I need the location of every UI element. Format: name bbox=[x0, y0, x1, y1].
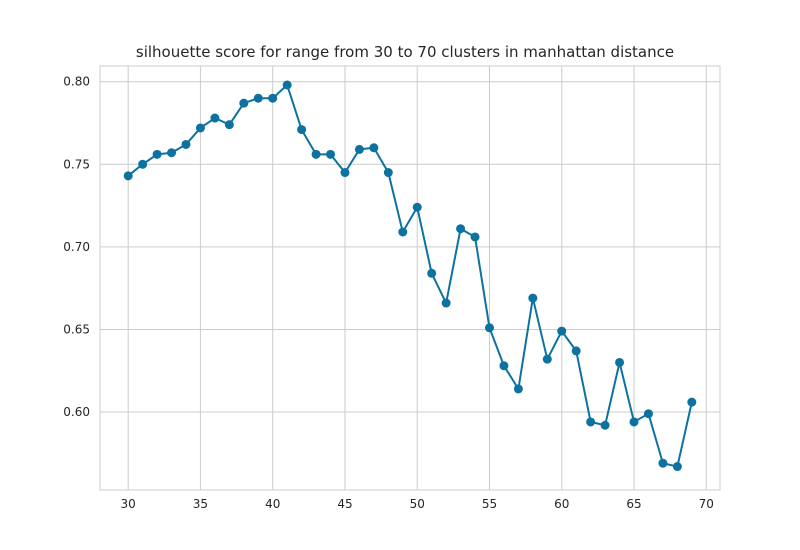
chart-title: silhouette score for range from 30 to 70… bbox=[136, 43, 674, 61]
data-point bbox=[210, 113, 220, 123]
data-point bbox=[441, 298, 451, 308]
data-point bbox=[253, 93, 263, 103]
data-point bbox=[586, 417, 596, 427]
data-point bbox=[615, 357, 625, 367]
data-point bbox=[528, 293, 538, 303]
y-tick-label: 0.60 bbox=[63, 405, 90, 419]
data-point bbox=[557, 326, 567, 336]
grid-lines bbox=[100, 66, 720, 490]
x-tick-label: 30 bbox=[121, 497, 136, 511]
data-point bbox=[297, 125, 307, 135]
y-tick-label: 0.75 bbox=[63, 157, 90, 171]
y-tick-label: 0.65 bbox=[63, 322, 90, 336]
y-axis-ticks: 0.60 0.65 0.70 0.75 0.80 bbox=[63, 75, 90, 419]
data-point bbox=[340, 168, 350, 178]
y-tick-label: 0.70 bbox=[63, 240, 90, 254]
data-point bbox=[369, 143, 379, 153]
x-tick-label: 70 bbox=[699, 497, 714, 511]
data-point bbox=[470, 232, 480, 242]
data-point bbox=[152, 149, 162, 159]
data-point bbox=[513, 384, 523, 394]
data-point bbox=[138, 159, 148, 169]
data-point bbox=[282, 80, 292, 90]
x-tick-label: 35 bbox=[193, 497, 208, 511]
data-point bbox=[412, 202, 422, 212]
data-point bbox=[484, 323, 494, 333]
data-point bbox=[354, 144, 364, 154]
x-tick-label: 40 bbox=[265, 497, 280, 511]
data-point bbox=[398, 227, 408, 237]
data-point bbox=[383, 168, 393, 178]
data-point bbox=[195, 123, 205, 133]
data-point bbox=[181, 139, 191, 149]
data-point bbox=[600, 420, 610, 430]
x-tick-label: 60 bbox=[554, 497, 569, 511]
data-point bbox=[499, 361, 509, 371]
data-point bbox=[571, 346, 581, 356]
x-tick-label: 65 bbox=[626, 497, 641, 511]
data-point bbox=[687, 397, 697, 407]
data-point bbox=[542, 354, 552, 364]
data-point bbox=[672, 462, 682, 472]
data-point bbox=[268, 93, 278, 103]
data-point bbox=[167, 148, 177, 158]
plot-area-frame bbox=[99, 65, 721, 491]
series-layer bbox=[123, 80, 697, 472]
data-point bbox=[427, 268, 437, 278]
data-point bbox=[326, 149, 336, 159]
x-tick-label: 50 bbox=[410, 497, 425, 511]
x-tick-label: 45 bbox=[337, 497, 352, 511]
data-point bbox=[239, 98, 249, 108]
data-point bbox=[643, 409, 653, 419]
data-point bbox=[456, 224, 466, 234]
data-point bbox=[311, 149, 321, 159]
y-tick-label: 0.80 bbox=[63, 75, 90, 89]
x-tick-label: 55 bbox=[482, 497, 497, 511]
x-axis-ticks: 30 35 40 45 50 55 60 65 70 bbox=[121, 497, 714, 511]
data-point bbox=[629, 417, 639, 427]
data-point bbox=[123, 171, 133, 181]
data-point bbox=[658, 458, 668, 468]
data-point bbox=[224, 120, 234, 130]
series-line bbox=[127, 83, 693, 468]
